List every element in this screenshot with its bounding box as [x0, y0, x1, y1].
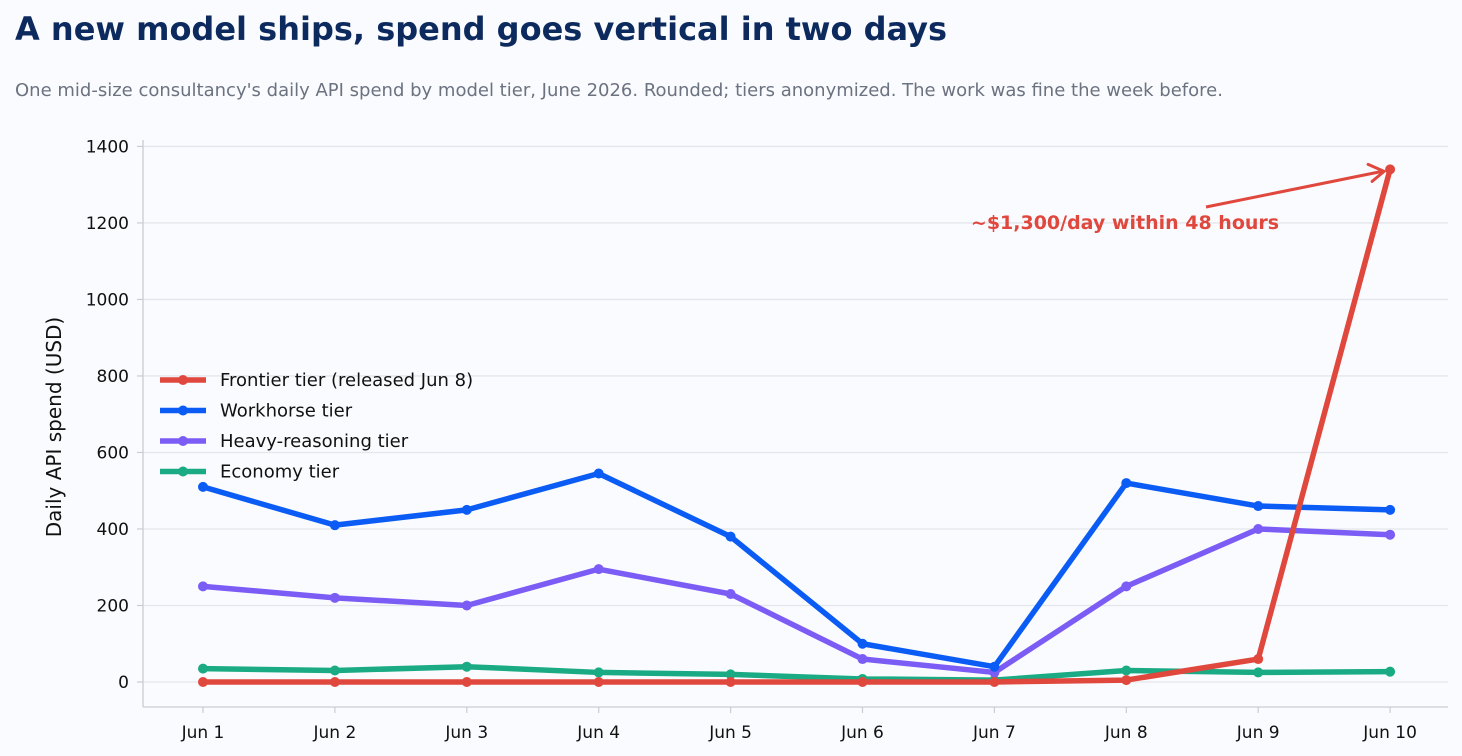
x-tick-label: Jun 9 [1236, 723, 1280, 743]
data-point [1253, 501, 1264, 512]
annotation-arrowhead [1366, 162, 1386, 183]
y-tick-label: 0 [118, 673, 129, 693]
data-point [1385, 504, 1396, 515]
data-point [593, 677, 604, 687]
legend-label: Economy tier [220, 462, 340, 483]
data-point [1121, 665, 1132, 676]
x-tick-label: Jun 10 [1362, 723, 1417, 743]
y-tick-label: 1200 [86, 214, 129, 234]
x-tick-label: Jun 3 [444, 723, 488, 743]
series-line [200, 166, 1393, 685]
data-point [329, 665, 340, 676]
annotation: ~$1,300/day within 48 hours [971, 162, 1386, 234]
data-point [725, 531, 736, 542]
legend-marker [178, 375, 188, 385]
data-point [198, 663, 208, 674]
data-point [461, 504, 472, 515]
chart-title: A new model ships, spend goes vertical i… [15, 10, 948, 48]
annotation-arrow [1205, 169, 1383, 209]
data-point [857, 677, 868, 687]
x-tick-label: Jun 6 [840, 723, 884, 743]
x-tick-label: Jun 7 [972, 723, 1016, 743]
data-point [1121, 581, 1132, 592]
data-point [857, 654, 868, 665]
legend-marker [178, 405, 188, 416]
data-point [461, 661, 472, 672]
data-point [725, 669, 736, 680]
data-point [1253, 523, 1264, 534]
x-tick-label: Jun 5 [708, 723, 752, 743]
series-line [200, 470, 1393, 670]
chart-subtitle: One mid-size consultancy's daily API spe… [15, 80, 1223, 101]
data-point [198, 481, 208, 492]
data-point [1253, 654, 1264, 665]
x-tick-label: Jun 2 [313, 723, 357, 743]
y-tick-label: 800 [97, 367, 129, 387]
data-point [989, 677, 1000, 687]
data-point [725, 677, 736, 687]
legend-label: Frontier tier (released Jun 8) [220, 370, 473, 391]
data-point [329, 677, 340, 687]
data-point [329, 520, 340, 531]
y-tick-label: 200 [97, 596, 129, 616]
x-tick-label: Jun 4 [576, 723, 620, 743]
legend-marker [178, 466, 188, 477]
annotation-label: ~$1,300/day within 48 hours [971, 212, 1279, 234]
data-point [593, 564, 604, 575]
data-point [461, 600, 472, 611]
x-tick-label: Jun 8 [1104, 723, 1148, 743]
data-point [1385, 529, 1396, 540]
legend-marker [178, 436, 188, 446]
data-point [1253, 667, 1264, 678]
y-tick-label: 600 [97, 443, 129, 463]
x-tick-label: Jun 1 [181, 723, 225, 743]
data-point [593, 667, 604, 678]
y-tick-label: 1400 [86, 137, 129, 157]
data-point [198, 677, 208, 687]
data-point [198, 581, 208, 592]
axes: 0 200 400 600 800 1000 1200 1400 Jun 1 Jun 2 Jun 3… [42, 137, 1448, 743]
data-point [857, 638, 868, 649]
y-axis-label: Daily API spend (USD) [42, 317, 66, 537]
y-tick-label: 1000 [86, 290, 129, 310]
y-tick-label: 400 [97, 520, 129, 540]
data-point [593, 468, 604, 479]
data-point [461, 677, 472, 687]
data-point [1385, 164, 1396, 175]
data-point [725, 589, 736, 600]
data-point [1121, 478, 1132, 489]
series-lines [198, 164, 1396, 687]
data-point [1385, 666, 1396, 677]
data-point [329, 592, 340, 603]
data-point [989, 661, 1000, 672]
legend-label: Workhorse tier [220, 401, 353, 422]
legend: Frontier tier (released Jun 8) Workhorse … [160, 370, 473, 483]
legend-label: Heavy-reasoning tier [220, 431, 409, 452]
series-line [200, 526, 1393, 676]
data-point [1121, 675, 1132, 686]
